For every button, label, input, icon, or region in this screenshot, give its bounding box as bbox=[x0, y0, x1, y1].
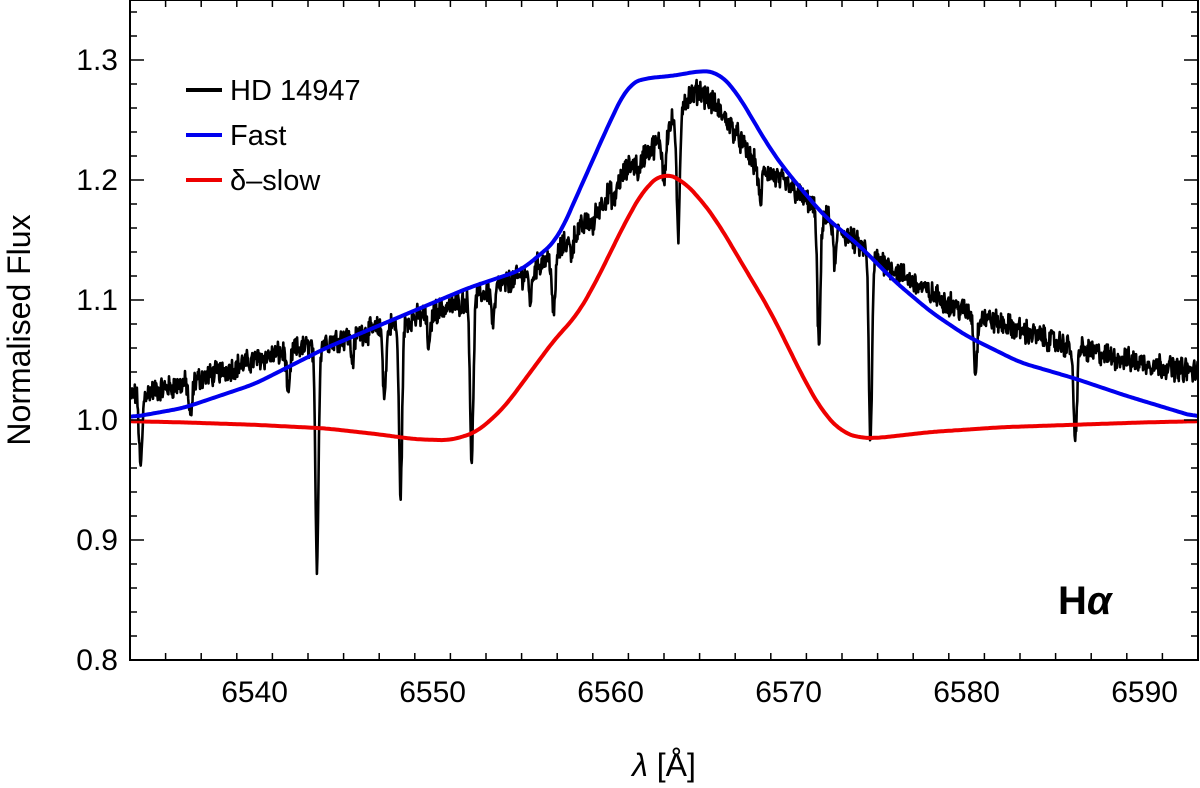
y-axis-title: Normalised Flux bbox=[1, 214, 37, 445]
legend-label-delta-slow: δ–slow bbox=[230, 165, 321, 197]
x-tick-label: 6550 bbox=[399, 676, 466, 709]
x-tick-label: 6540 bbox=[221, 676, 288, 709]
y-tick-label: 1.2 bbox=[76, 164, 118, 197]
x-tick-label: 6570 bbox=[755, 676, 822, 709]
x-axis-unit: [Å] bbox=[657, 747, 696, 783]
legend-label-hd14947: HD 14947 bbox=[230, 75, 361, 107]
x-tick-label: 6580 bbox=[933, 676, 1000, 709]
y-tick-label: 1.1 bbox=[76, 284, 118, 317]
x-axis-symbol: λ bbox=[630, 747, 648, 783]
y-tick-label: 1.0 bbox=[76, 404, 118, 437]
legend-label-fast: Fast bbox=[230, 120, 286, 152]
y-tick-label: 1.3 bbox=[76, 44, 118, 77]
y-tick-label: 0.9 bbox=[76, 524, 118, 557]
annotation-letter: H bbox=[1058, 579, 1087, 623]
x-tick-label: 6590 bbox=[1111, 676, 1178, 709]
y-tick-label: 0.8 bbox=[76, 644, 118, 677]
annotation-symbol: α bbox=[1087, 579, 1114, 623]
x-axis-title: λ [Å] bbox=[630, 747, 696, 783]
line-annotation: Hα bbox=[1058, 579, 1114, 623]
x-tick-label: 6560 bbox=[577, 676, 644, 709]
series-line-delta-slow bbox=[130, 173, 1198, 443]
series-line-fast bbox=[130, 69, 1198, 419]
legend: HD 14947 Fast δ–slow bbox=[186, 75, 361, 197]
series-line-hd14947 bbox=[130, 78, 1198, 576]
